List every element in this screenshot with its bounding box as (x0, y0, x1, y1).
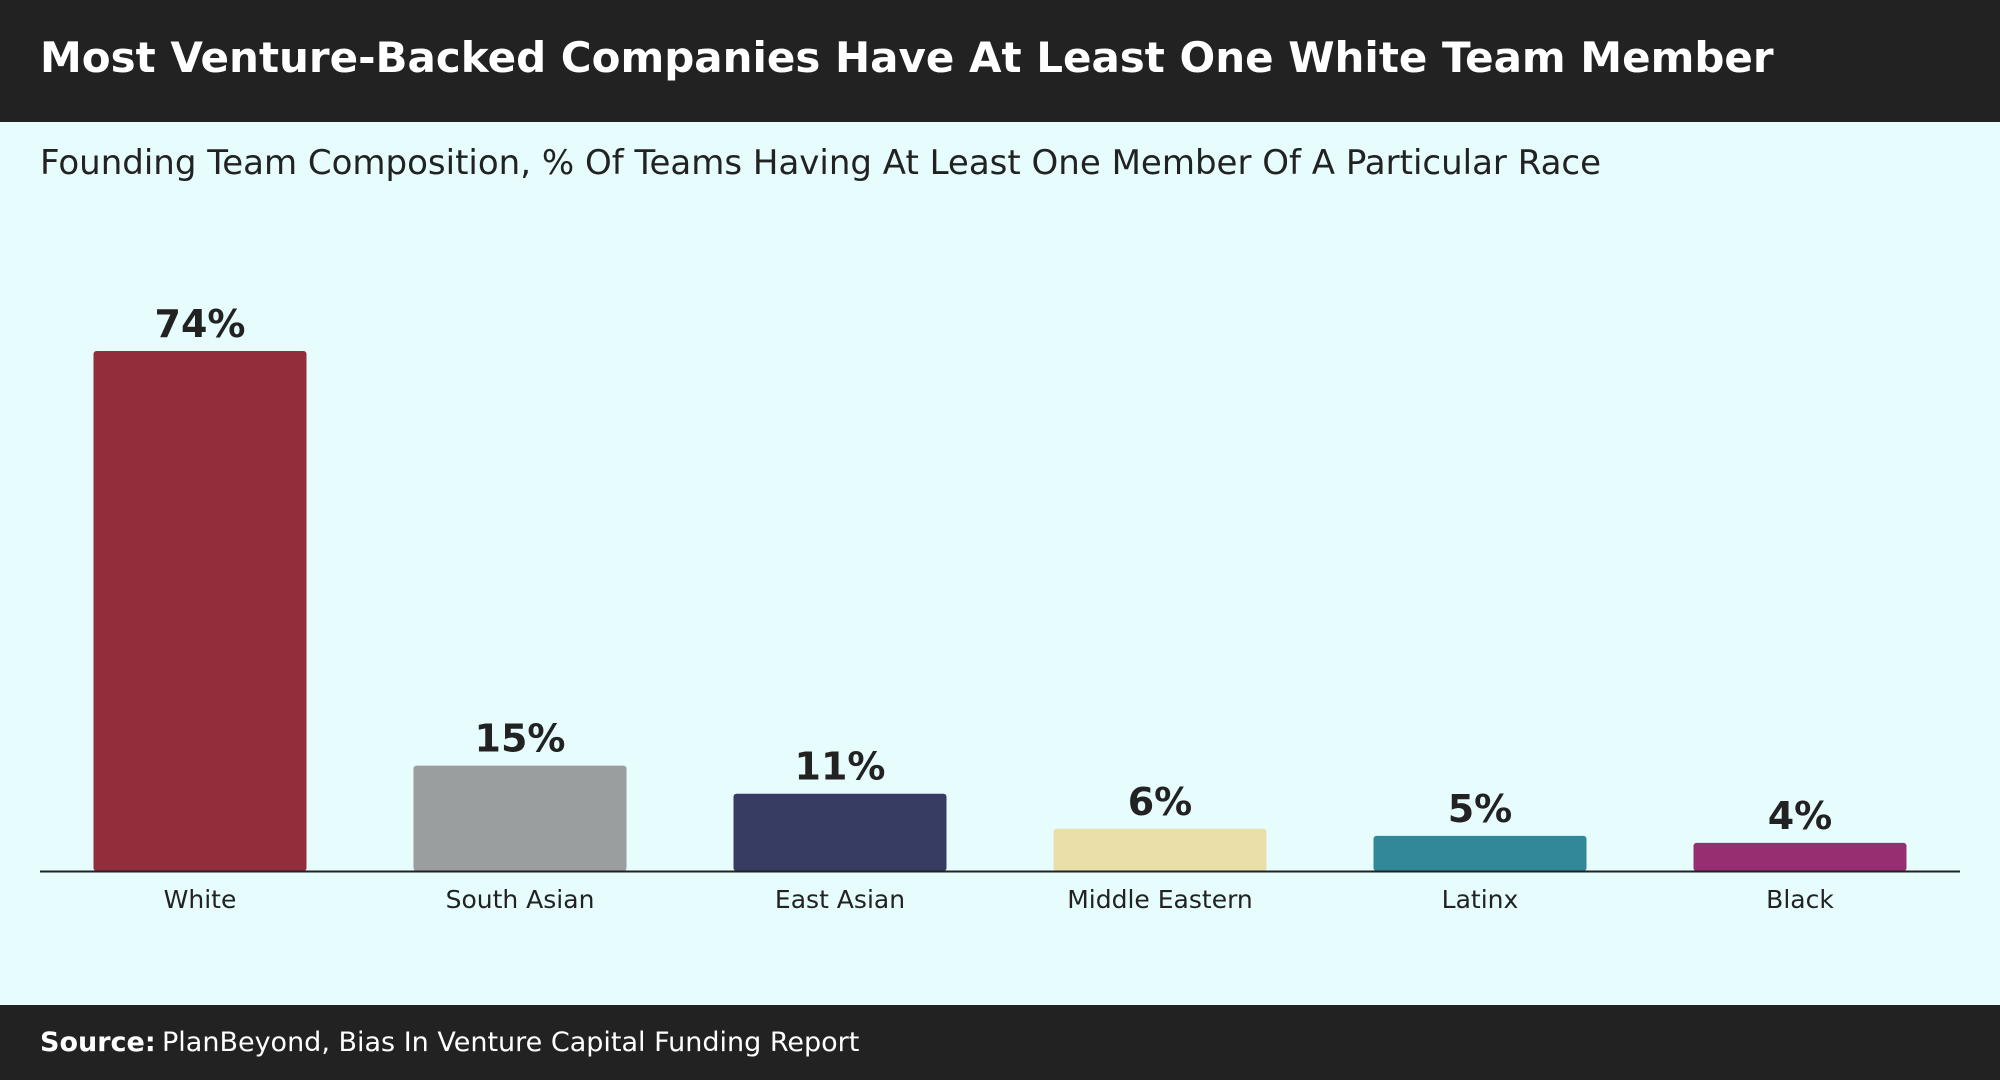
chart-title: Most Venture-Backed Companies Have At Le… (40, 33, 1774, 82)
category-label-south-asian: South Asian (446, 885, 595, 914)
category-label-white: White (164, 885, 237, 914)
bar-white (93, 351, 307, 871)
value-label-white: 74% (155, 302, 246, 346)
category-label-black: Black (1766, 885, 1834, 914)
value-label-black: 4% (1768, 794, 1833, 838)
source-label: Source: (40, 1027, 156, 1058)
source-text: PlanBeyond, Bias In Venture Capital Fund… (162, 1027, 860, 1058)
value-label-middle-eastern: 6% (1128, 780, 1193, 824)
bar-east-asian (733, 793, 947, 871)
chart-subtitle: Founding Team Composition, % Of Teams Ha… (40, 143, 1602, 183)
category-label-middle-eastern: Middle Eastern (1067, 885, 1253, 914)
category-label-latinx: Latinx (1442, 885, 1519, 914)
bar-chart: 74% White 15% South Asian 11% East Asian 6% Mid… (40, 302, 1960, 914)
bar-latinx (1373, 835, 1587, 871)
value-label-east-asian: 11% (795, 745, 886, 789)
category-label-east-asian: East Asian (775, 885, 905, 914)
value-label-south-asian: 15% (475, 717, 566, 761)
source-footer: Source: PlanBeyond, Bias In Venture Capi… (0, 1005, 2000, 1080)
bar-middle-eastern (1053, 828, 1267, 871)
bar-south-asian (413, 765, 627, 871)
bar-black (1693, 842, 1907, 871)
title-bar: Most Venture-Backed Companies Have At Le… (0, 0, 2000, 122)
value-label-latinx: 5% (1448, 787, 1513, 831)
